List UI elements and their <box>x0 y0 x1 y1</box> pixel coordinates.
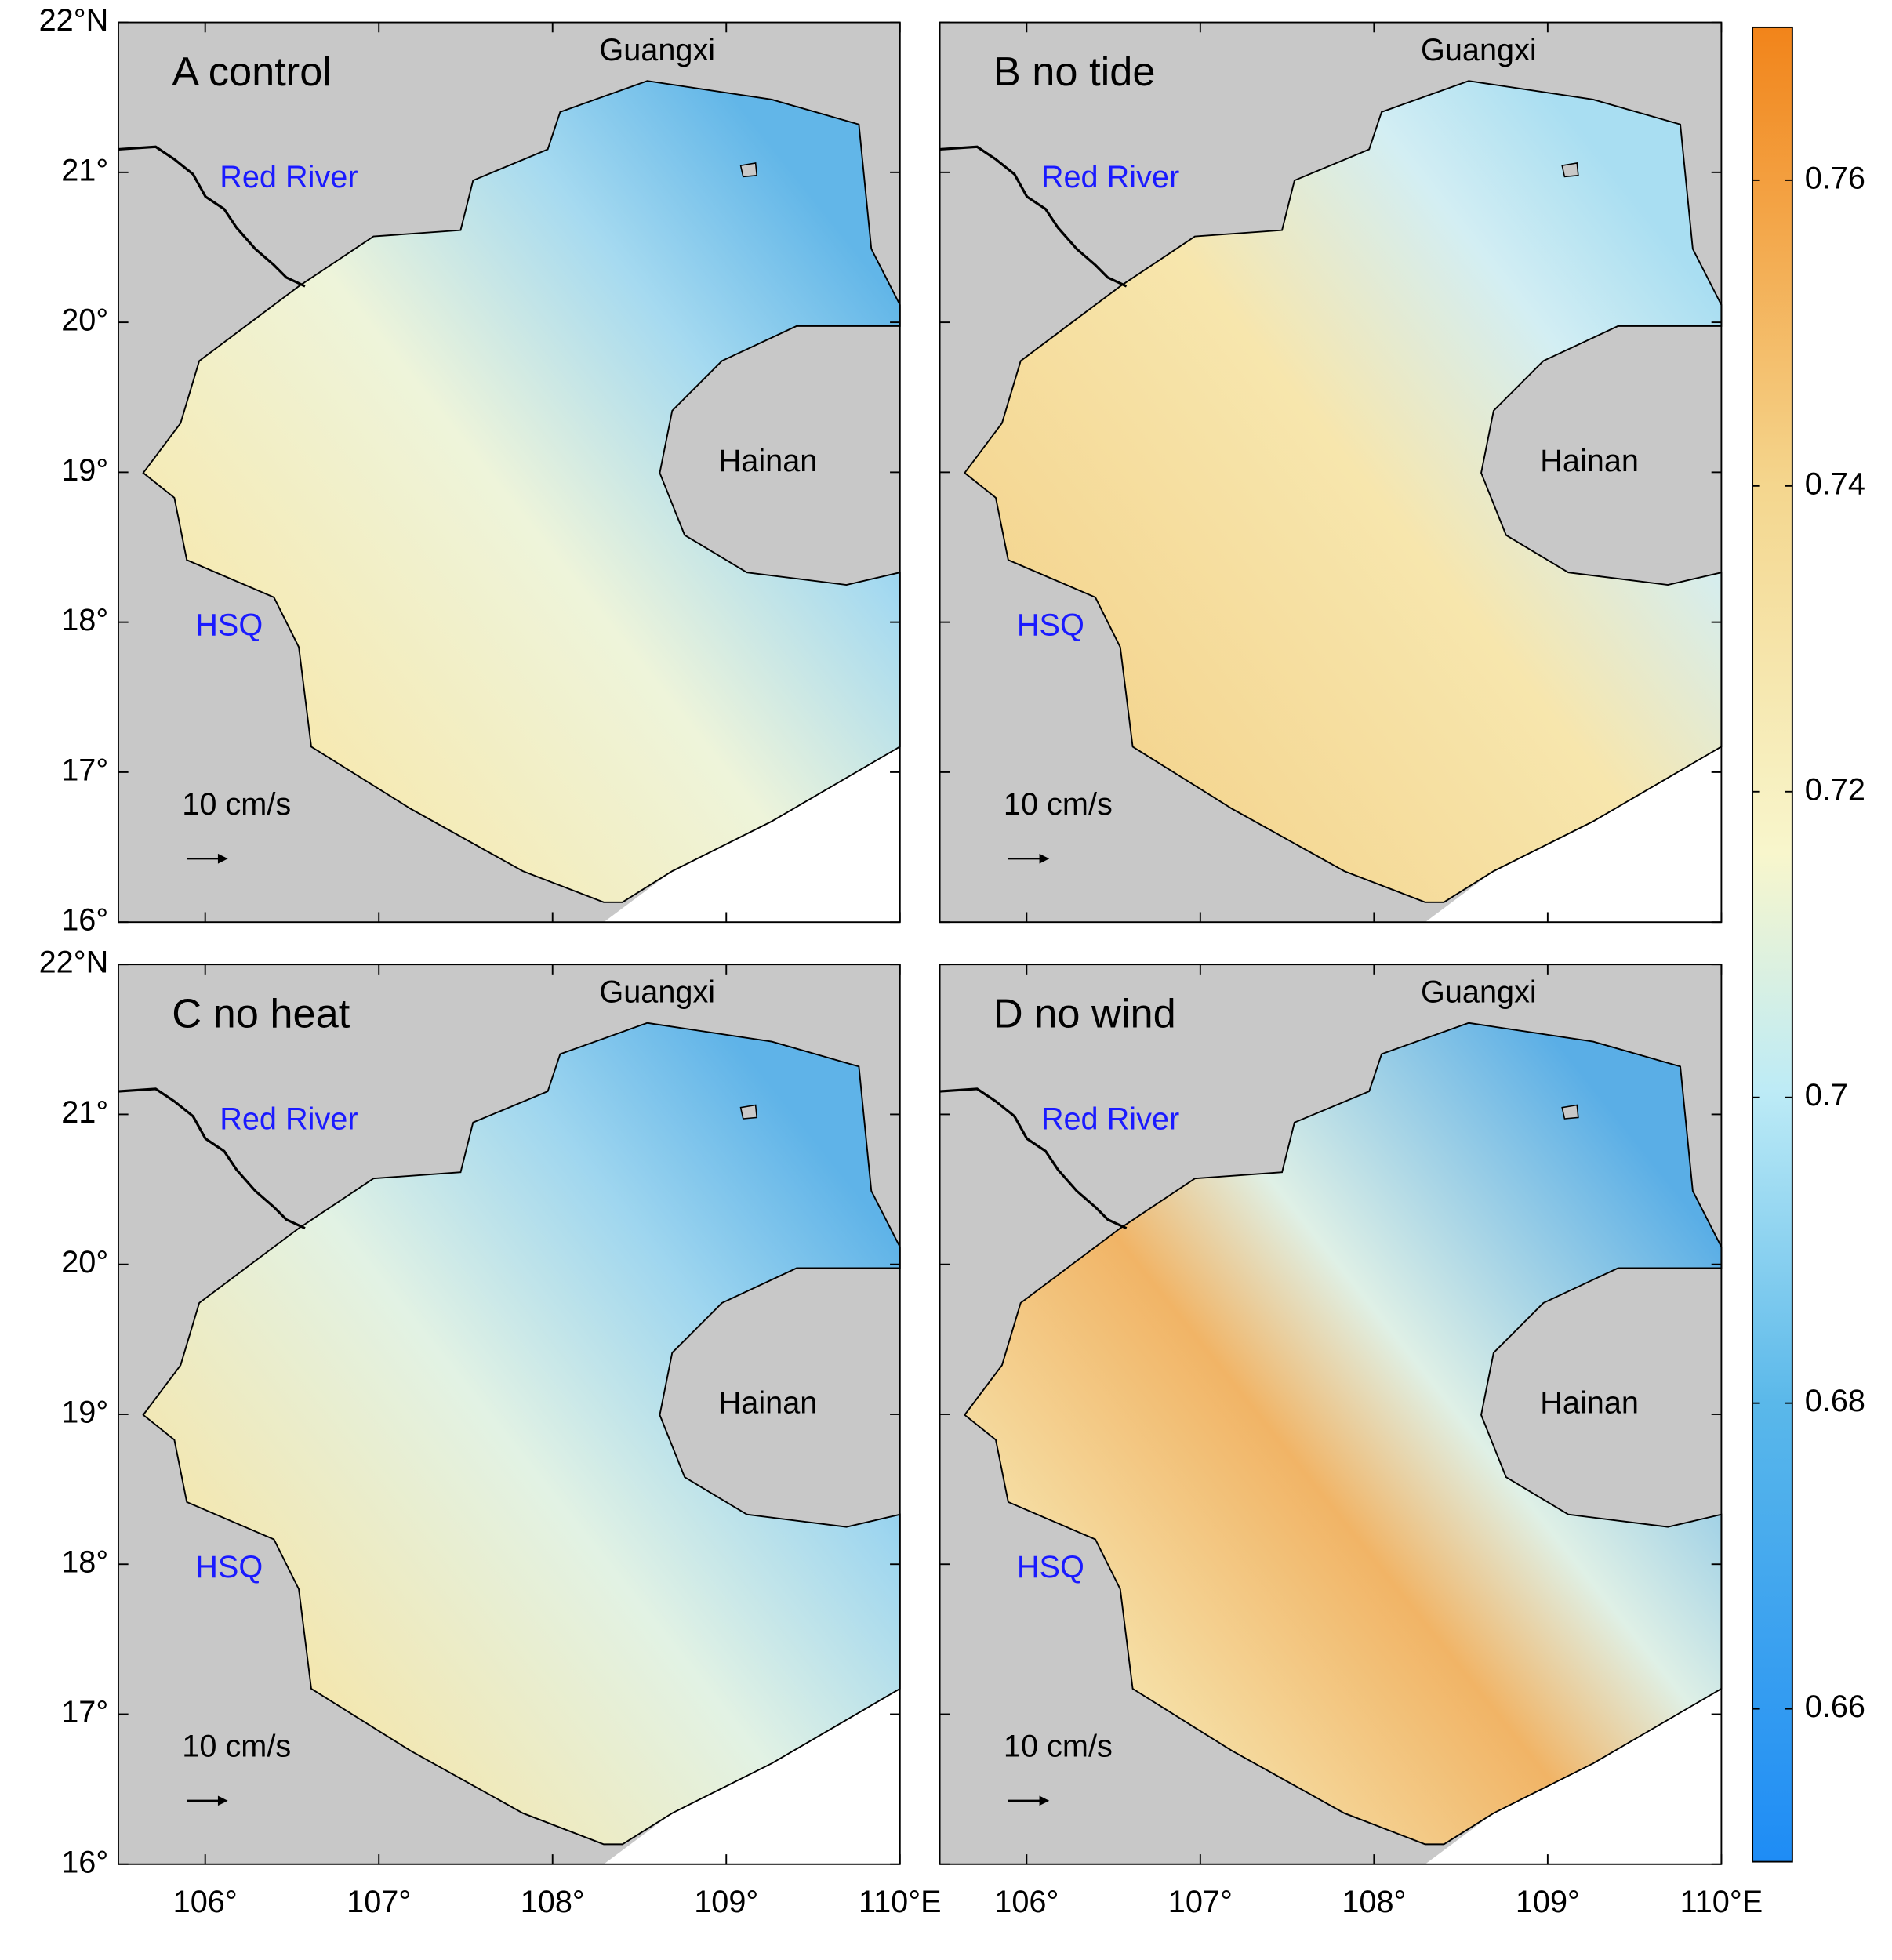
panel-label: D no wind <box>993 992 1176 1037</box>
x-tick-label: 108° <box>521 1885 585 1919</box>
y-tick-label: 17° <box>61 753 108 787</box>
y-tick-label: 17° <box>61 1695 108 1730</box>
y-tick-label: 18° <box>61 603 108 637</box>
colorbar-tick-label: 0.74 <box>1805 466 1865 501</box>
y-tick-label: 21° <box>61 1095 108 1130</box>
x-tick-label: 107° <box>1168 1885 1233 1919</box>
red-river-line <box>939 145 1128 288</box>
ocean <box>142 1022 901 1846</box>
scale-arrowhead <box>1039 1795 1050 1806</box>
place-label: Hainan <box>1540 444 1639 478</box>
place-label: HSQ <box>195 608 263 642</box>
y-tick-label: 20° <box>61 1245 108 1279</box>
place-label: Red River <box>1041 1102 1179 1137</box>
ocean <box>963 1022 1723 1846</box>
colorbar-tick-label: 0.7 <box>1805 1078 1848 1112</box>
y-tick-label: 16° <box>61 903 108 938</box>
y-tick-label: 19° <box>61 453 108 488</box>
island <box>1561 162 1579 178</box>
x-tick-label: 110°E <box>859 1885 942 1919</box>
scale-label: 10 cm/s <box>182 1730 291 1764</box>
colorbar <box>1752 26 1793 1863</box>
place-label: Red River <box>220 160 358 194</box>
colorbar-tick-label: 0.68 <box>1805 1384 1865 1418</box>
ocean <box>142 80 901 903</box>
map-panel: A control Guangxi Red River Hainan HSQ 10 cm/… <box>117 21 901 924</box>
place-label: Guangxi <box>1421 975 1537 1010</box>
map-panel: D no wind Guangxi Red River Hainan HSQ 10 cm/… <box>939 964 1723 1865</box>
y-tick-label: 20° <box>61 303 108 338</box>
x-tick-label: 110°E <box>1680 1885 1763 1919</box>
place-label: Guangxi <box>1421 33 1537 67</box>
panel-label: A control <box>172 49 332 95</box>
scale-arrowhead <box>217 1795 228 1806</box>
place-label: Red River <box>1041 160 1179 194</box>
island <box>739 162 758 178</box>
scale-label: 10 cm/s <box>1004 787 1113 822</box>
map-panel: C no heat Guangxi Red River Hainan HSQ 10 cm/… <box>117 964 901 1865</box>
island <box>739 1104 758 1120</box>
y-tick-label: 22°N <box>39 946 109 980</box>
red-river-line <box>118 145 306 288</box>
red-river-line <box>939 1087 1128 1230</box>
place-label: HSQ <box>1017 1550 1084 1584</box>
place-label: Guangxi <box>599 33 715 67</box>
y-tick-label: 18° <box>61 1545 108 1580</box>
x-tick-label: 107° <box>347 1885 411 1919</box>
scale-label: 10 cm/s <box>182 787 291 822</box>
place-label: Hainan <box>719 444 818 478</box>
x-tick-label: 106° <box>173 1885 238 1919</box>
ocean <box>963 80 1723 903</box>
y-tick-label: 21° <box>61 153 108 187</box>
y-tick-label: 16° <box>61 1845 108 1879</box>
scale-arrowhead <box>217 853 228 864</box>
x-tick-label: 109° <box>694 1885 758 1919</box>
place-label: Red River <box>220 1102 358 1137</box>
colorbar-tick-label: 0.66 <box>1805 1690 1865 1724</box>
colorbar-tick-label: 0.72 <box>1805 772 1865 807</box>
scale-label: 10 cm/s <box>1004 1730 1113 1764</box>
x-tick-label: 106° <box>994 1885 1059 1919</box>
place-label: Guangxi <box>599 975 715 1010</box>
colorbar-tick-label: 0.76 <box>1805 161 1865 195</box>
panel-label: B no tide <box>993 49 1156 95</box>
place-label: Hainan <box>719 1386 818 1421</box>
panel-label: C no heat <box>172 992 350 1037</box>
y-tick-label: 22°N <box>39 3 109 38</box>
x-tick-label: 108° <box>1342 1885 1406 1919</box>
place-label: HSQ <box>1017 608 1084 642</box>
map-panel: B no tide Guangxi Red River Hainan HSQ 10 cm/… <box>939 21 1723 924</box>
y-tick-label: 19° <box>61 1395 108 1429</box>
red-river-line <box>118 1087 306 1230</box>
place-label: HSQ <box>195 1550 263 1584</box>
place-label: Hainan <box>1540 1386 1639 1421</box>
scale-arrowhead <box>1039 853 1050 864</box>
island <box>1561 1104 1579 1120</box>
x-tick-label: 109° <box>1516 1885 1580 1919</box>
